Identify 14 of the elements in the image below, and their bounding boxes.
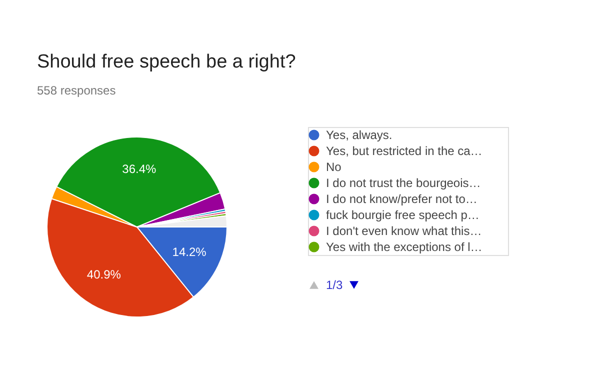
legend-label: Yes, always. [326,128,392,142]
chart-subtitle: 558 responses [37,84,116,98]
data-label: 14.2% [172,245,207,260]
data-label: 36.4% [122,162,157,176]
legend-label: I do not trust the bourgeois… [326,176,481,190]
legend-label: fuck bourgie free speech p… [326,208,480,222]
legend-label: I don't even know what this… [326,224,482,238]
legend-label: I do not know/prefer not to… [326,192,478,206]
legend-label: Yes, but restricted in the ca… [326,144,482,158]
text: 1/3 [326,278,344,292]
chart-title: Should free speech be a right? [37,52,296,72]
data-label: 40.9% [86,268,122,282]
legend-label: Yes with the exceptions of l… [326,240,482,254]
legend-label: No [326,160,342,174]
